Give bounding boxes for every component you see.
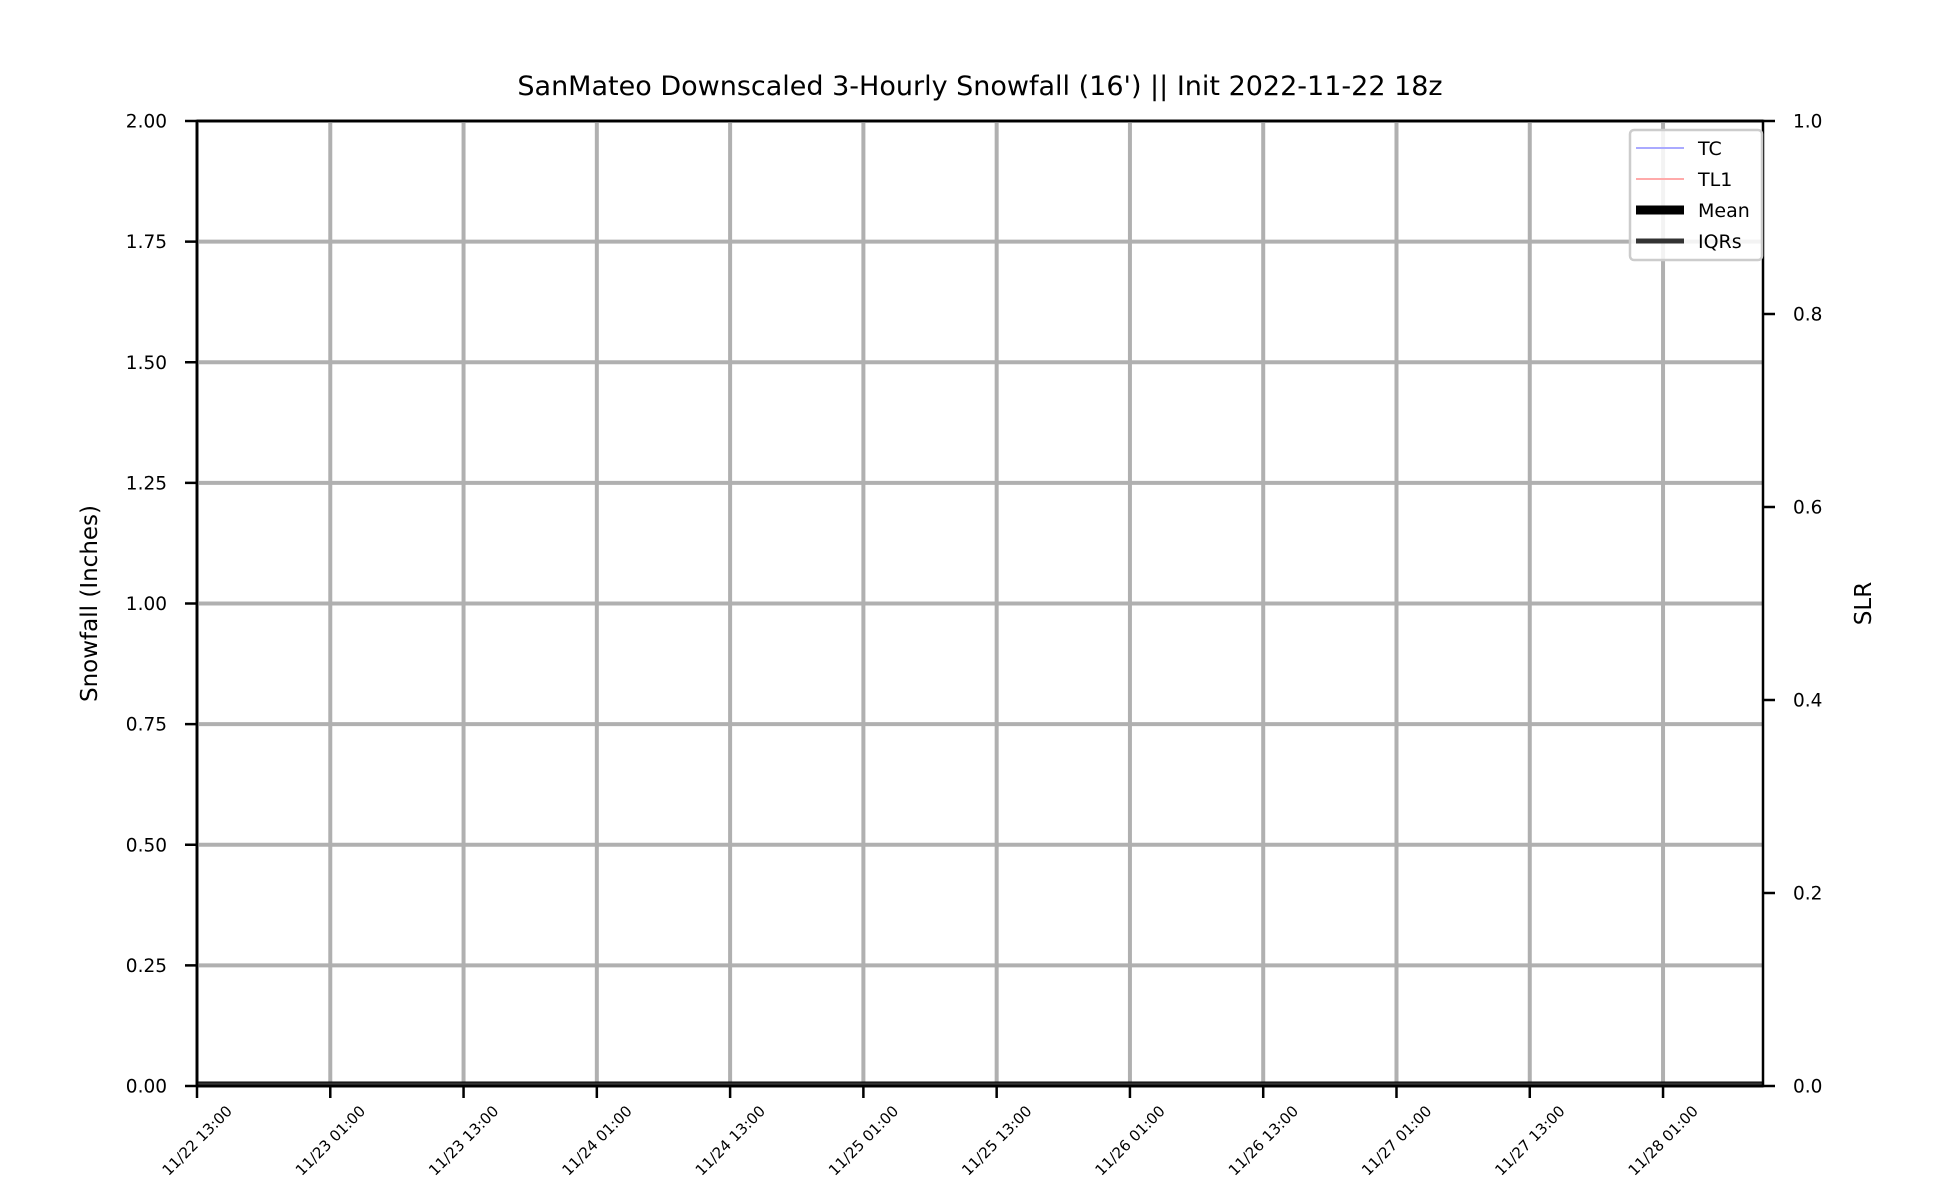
legend-item-iqrs: IQRs	[1636, 231, 1742, 253]
legend-item-tc: TC	[1636, 138, 1722, 160]
y-tick-label: 0.25	[126, 956, 167, 977]
x-tick-label: 11/27 13:00	[1491, 1102, 1568, 1179]
legend-item-tl1: TL1	[1636, 169, 1732, 191]
y2-tick-label: 1.0	[1793, 112, 1822, 133]
y2-tick-label: 0.2	[1793, 884, 1822, 905]
legend: TC TL1 Mean IQRs	[1628, 128, 1764, 262]
x-tick-label: 11/24 13:00	[692, 1102, 769, 1179]
y-tick-label: 1.75	[126, 232, 167, 253]
x-tick-label: 11/25 01:00	[825, 1102, 902, 1179]
x-tick-label: 11/22 13:00	[159, 1102, 236, 1179]
x-tick-label: 11/23 01:00	[292, 1102, 369, 1179]
y-tick-label: 0.00	[126, 1077, 167, 1098]
x-tick-label: 11/23 13:00	[425, 1102, 502, 1179]
x-tick-label: 11/24 01:00	[558, 1102, 635, 1179]
y-tick-label: 2.00	[126, 112, 167, 133]
y-axis-label: Snowfall (Inches)	[77, 505, 103, 702]
y2-tick-label: 0.4	[1793, 691, 1822, 712]
legend-box	[1628, 128, 1764, 262]
right-y-axis-ticks: 0.0 0.2 0.4 0.6 0.8 1.0	[1763, 112, 1822, 1098]
y2-tick-label: 0.0	[1793, 1077, 1822, 1098]
y-tick-label: 1.00	[126, 594, 167, 615]
legend-label: Mean	[1698, 200, 1750, 222]
y2-tick-label: 0.6	[1793, 498, 1822, 519]
x-axis-ticks: 11/22 13:00 11/23 01:00 11/23 13:00 11/24 0…	[159, 1086, 1702, 1179]
chart-title: SanMateo Downscaled 3-Hourly Snowfall (1…	[517, 71, 1442, 102]
left-y-axis-ticks: 0.00 0.25 0.50 0.75 1.00 1.25 1.50 1.75 2.00	[126, 112, 197, 1098]
y2-tick-label: 0.8	[1793, 305, 1822, 326]
y-tick-label: 0.75	[126, 715, 167, 736]
x-tick-label: 11/25 13:00	[958, 1102, 1035, 1179]
legend-label: TL1	[1697, 169, 1732, 191]
grid-lines	[195, 119, 1763, 1088]
y2-axis-label: SLR	[1851, 582, 1877, 625]
x-tick-label: 11/26 13:00	[1225, 1102, 1302, 1179]
y-tick-label: 1.50	[126, 353, 167, 374]
x-tick-label: 11/27 01:00	[1358, 1102, 1435, 1179]
legend-label: IQRs	[1698, 231, 1742, 253]
y-tick-label: 0.50	[126, 835, 167, 856]
x-tick-label: 11/26 01:00	[1092, 1102, 1169, 1179]
legend-label: TC	[1697, 138, 1722, 160]
x-tick-label: 11/28 01:00	[1625, 1102, 1702, 1179]
legend-item-mean: Mean	[1636, 200, 1750, 222]
y-tick-label: 1.25	[126, 473, 167, 494]
